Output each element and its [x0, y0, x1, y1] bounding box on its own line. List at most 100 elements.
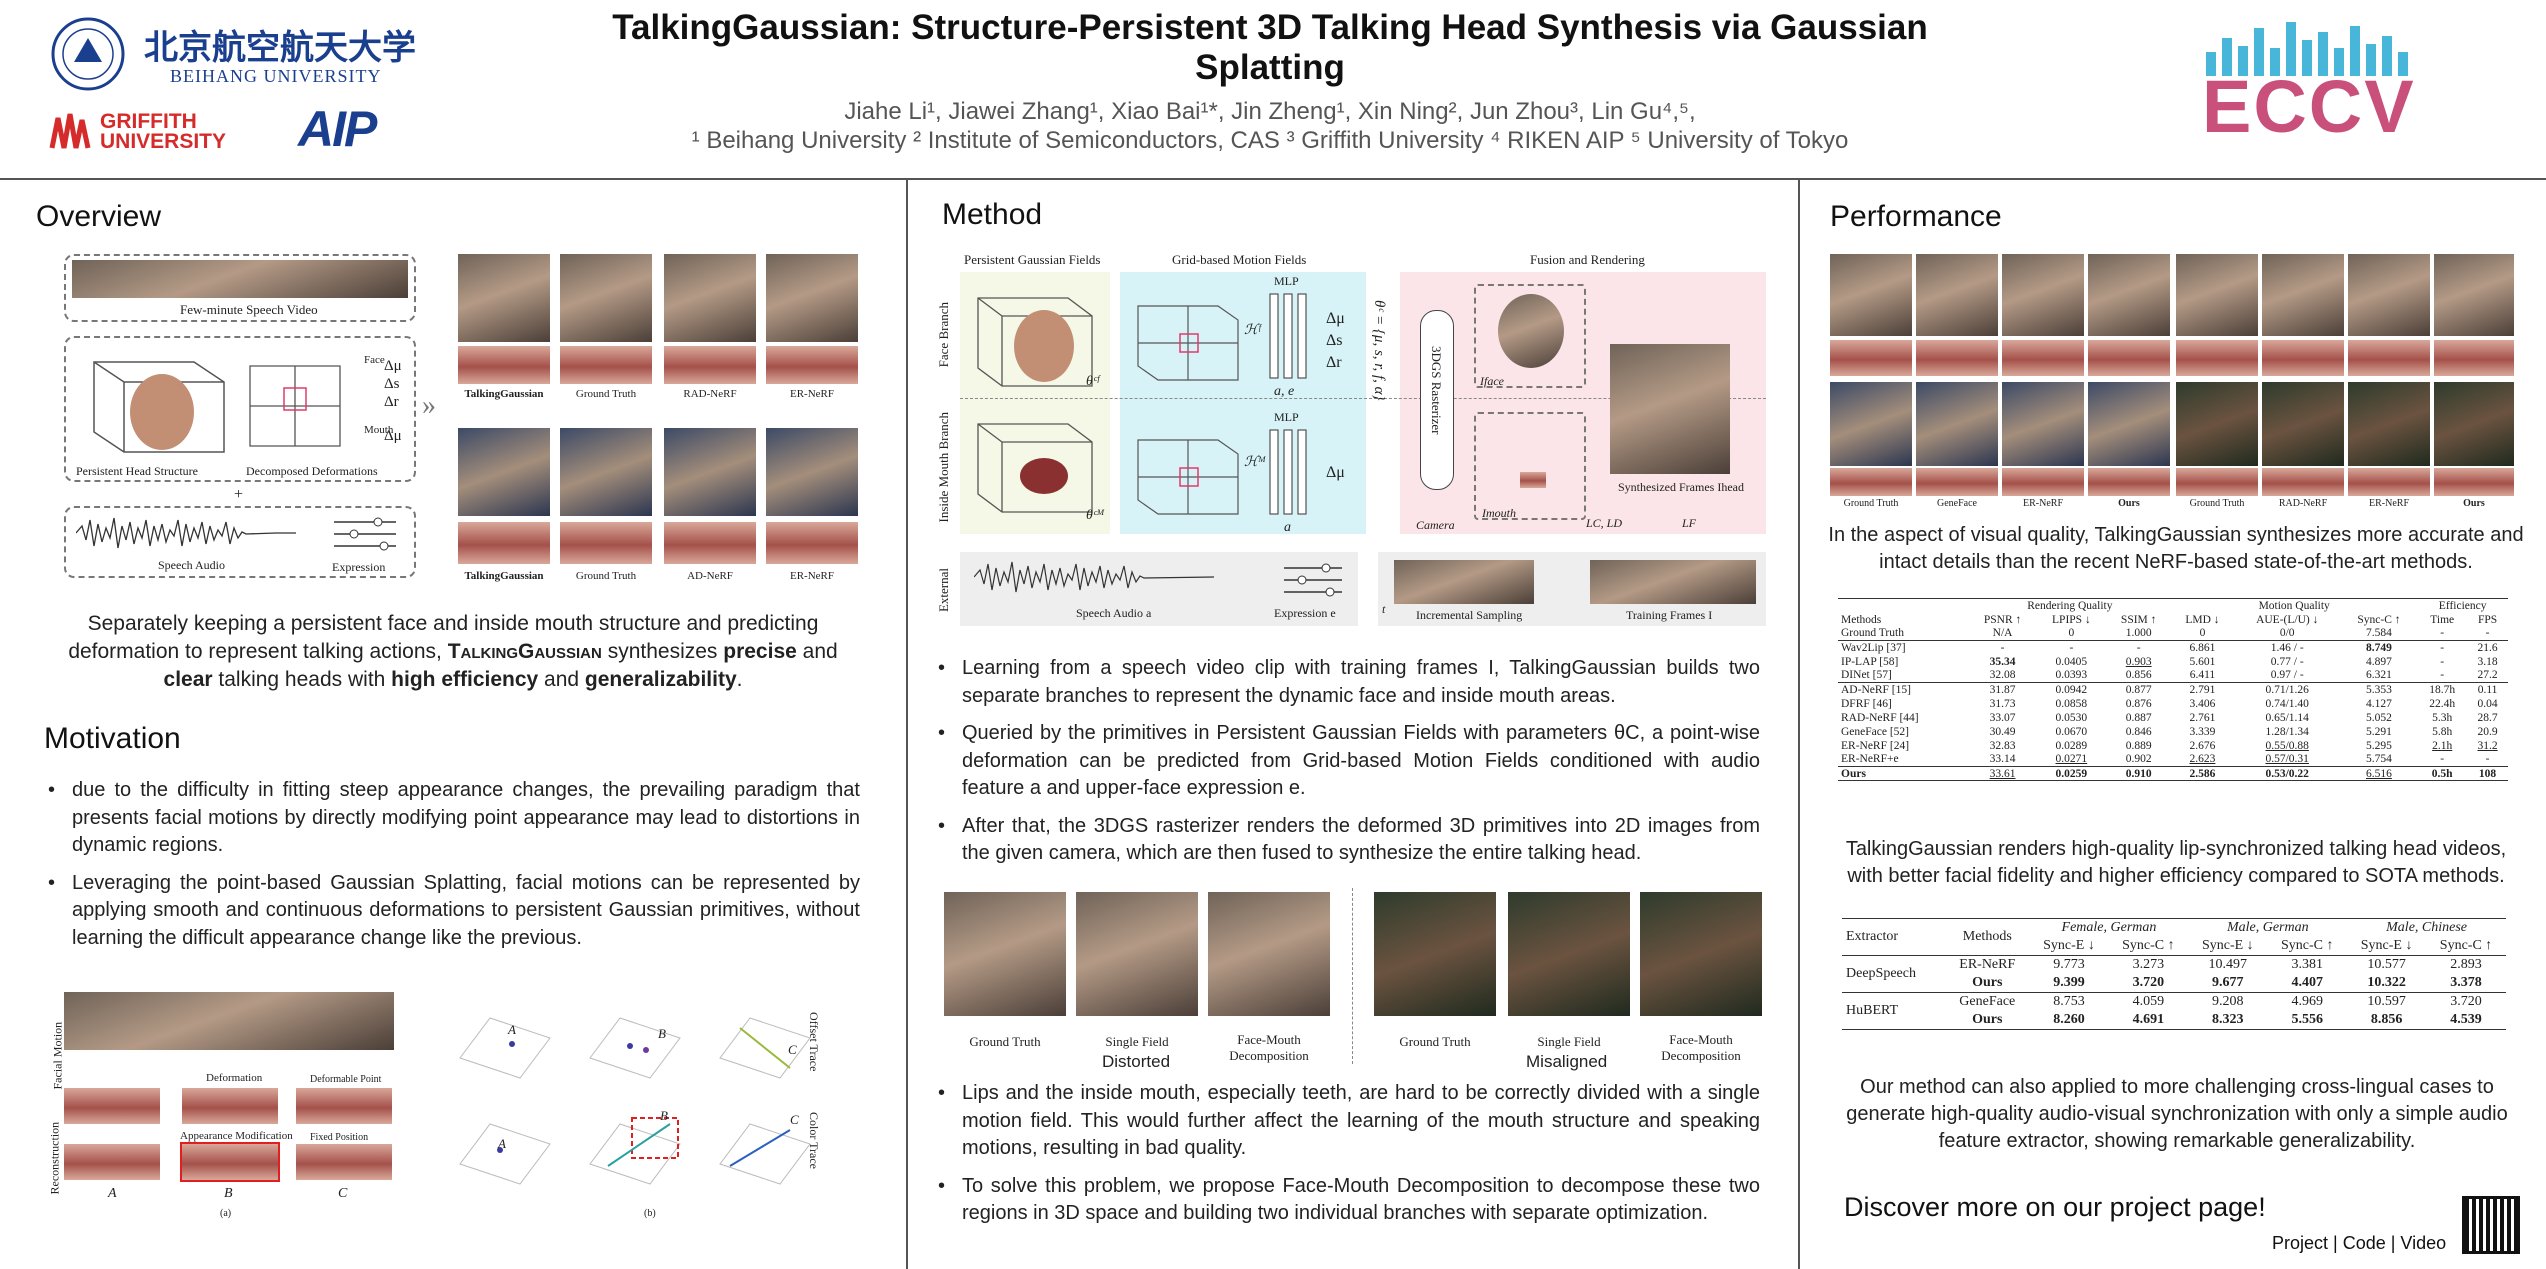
beihang-logo: 北京航空航天大学 BEIHANG UNIVERSITY	[50, 16, 416, 96]
perf-a-face-1	[1830, 254, 1912, 336]
audio-label: Speech Audio	[158, 558, 225, 572]
cell: ER-NeRF [24]	[1841, 739, 1910, 752]
cell: 0.55/0.88	[2265, 739, 2309, 752]
cmp-row1-crop-1	[458, 346, 550, 384]
motivation-bullets: due to the difficulty in fitting steep a…	[44, 777, 860, 962]
qr-code[interactable]	[2462, 1196, 2520, 1254]
cell: AD-NeRF [15]	[1841, 683, 1911, 696]
rasterizer-label: 3DGS Rasterizer	[1429, 346, 1444, 435]
fm-cap-6: Face-Mouth Decomposition	[1661, 1032, 1741, 1063]
performance-heading: Performance	[1830, 200, 2002, 233]
deformation-label: Deformation	[206, 1072, 263, 1084]
table-row: AD-NeRF [15] 31.87 0.0942 0.877 2.791 0.71/1.…	[1838, 683, 2508, 697]
col-male-german: Male, German	[2226, 920, 2309, 935]
cell: 30.49	[1989, 725, 2016, 738]
gmf-panel	[1120, 272, 1366, 534]
cell: RAD-NeRF [44]	[1841, 711, 1919, 724]
sub-sync-e: Sync-E ↓	[2360, 938, 2413, 953]
col-lmd: LMD ↓	[2185, 613, 2220, 626]
cmp-row2-face-1	[458, 428, 550, 516]
beihang-en-name: BEIHANG UNIVERSITY	[170, 66, 382, 86]
params-label: θᶜ = {μ, s, r, f, α}	[1371, 300, 1387, 401]
dr-label: Δr	[384, 394, 399, 410]
cell: 31.2	[2477, 739, 2498, 752]
color-b: B	[660, 1108, 668, 1123]
eccv-logo: ECCV	[2200, 18, 2430, 148]
cell: 5.754	[2365, 753, 2392, 766]
overview-text-f: .	[736, 668, 743, 691]
fm-cap-3: Face-Mouth Decomposition	[1229, 1032, 1309, 1063]
cell: 18.7h	[2429, 683, 2456, 696]
recon-mouth-c1	[296, 1088, 392, 1124]
cell: 2.623	[2189, 753, 2216, 766]
cell: 0.846	[2125, 725, 2152, 738]
cell: 0.0259	[2055, 767, 2088, 780]
perf-cap-1: Ground Truth	[1843, 498, 1899, 509]
cell: 0.97 / -	[2270, 669, 2304, 682]
cmp-row1-face-2	[560, 254, 652, 342]
ds-label: Δs	[384, 376, 400, 392]
cmp-row2-crop-4	[766, 522, 858, 564]
affiliations: ¹ Beihang University ² Institute of Semi…	[691, 127, 1849, 154]
table-row: DINet [57] 32.08 0.0393 0.856 6.411 0.97 / - 6…	[1838, 669, 2508, 683]
fm-img-1	[944, 892, 1066, 1016]
perf-c-face-2	[2262, 254, 2344, 336]
cell: -	[2136, 641, 2141, 654]
offset-a: A	[508, 1022, 516, 1037]
cell: 3.406	[2189, 697, 2216, 710]
cell: 2.791	[2189, 683, 2216, 696]
mouth-cube-icon	[977, 423, 1093, 513]
cell: 4.691	[2132, 1012, 2165, 1027]
method-waveform-icon	[974, 561, 1214, 593]
cell: 2.676	[2189, 739, 2216, 752]
offset-trace-plots	[459, 1017, 810, 1079]
imouth-label: Imouth	[1482, 506, 1516, 520]
overview-text-b: synthesizes	[601, 640, 724, 663]
table-row: GeneFace [52] 30.49 0.0670 0.846 3.339 1.28/1…	[1838, 725, 2508, 739]
cell: 0.889	[2125, 739, 2152, 752]
rasterizer-box	[1420, 310, 1454, 490]
face-mouth-figure: Ground Truth Single Field Face-Mouth Dec…	[940, 888, 1770, 1074]
table-row-gt: Ground Truth N/A 0 1.000 0 0/0 7.584 - -	[1838, 627, 2508, 641]
cell: 0.856	[2125, 669, 2152, 682]
sub-sync-e: Sync-E ↓	[2043, 938, 2095, 953]
cell: 0.57/0.31	[2265, 753, 2309, 766]
cell: 10.577	[2367, 957, 2406, 972]
cell: 0/0	[2279, 627, 2295, 640]
cell: 31.73	[1989, 697, 2016, 710]
griffith-name: GRIFFITH UNIVERSITY	[100, 110, 227, 153]
project-links[interactable]: Project | Code | Video	[2272, 1233, 2447, 1253]
motivation-figure: Facial Motion Reconstruction Deformation…	[40, 982, 870, 1222]
synth-frames	[1610, 344, 1730, 474]
head-label: Persistent Head Structure	[76, 464, 198, 478]
table-row: IP-LAP [58] 35.34 0.0405 0.903 5.601 0.77 / -…	[1838, 655, 2508, 669]
cmp-row2-crop-2	[560, 522, 652, 564]
perf-d-face-2	[2262, 382, 2344, 466]
overview-name: TalkingGaussian	[447, 640, 602, 663]
loss-f-label: LF	[1682, 516, 1697, 530]
cell: 35.34	[1989, 655, 2016, 668]
cell: 6.516	[2365, 767, 2392, 780]
perf-c-crop-4	[2434, 340, 2514, 376]
cell: 1.46 / -	[2270, 641, 2304, 654]
cell: -	[2485, 627, 2490, 640]
mouth-axis-label: Mouth	[364, 424, 394, 436]
fig-a-label: (a)	[220, 1208, 232, 1219]
training-frames	[1590, 560, 1756, 604]
sub-sync-c: Sync-C ↑	[2439, 938, 2493, 953]
cell: 4.407	[2291, 975, 2323, 990]
cell: -	[2440, 655, 2445, 668]
group-motion: Motion Quality	[2258, 599, 2330, 612]
cmp-row1-face-4	[766, 254, 858, 342]
perf-c-crop-2	[2262, 340, 2344, 376]
perf-cap-4: Ours	[2118, 498, 2140, 509]
expression-e-label: Expression e	[1274, 606, 1336, 620]
cell: 3.381	[2291, 957, 2323, 972]
state-b-label: B	[224, 1186, 233, 1201]
face-cube-icon	[977, 297, 1093, 387]
quant-table: Rendering Quality Motion Quality Efficienc…	[1838, 598, 2508, 781]
perf-cap-6: RAD-NeRF	[2278, 498, 2328, 509]
poster-title: TalkingGaussian: Structure-Persistent 3D…	[612, 8, 1928, 87]
cell: HuBERT	[1846, 1003, 1899, 1018]
